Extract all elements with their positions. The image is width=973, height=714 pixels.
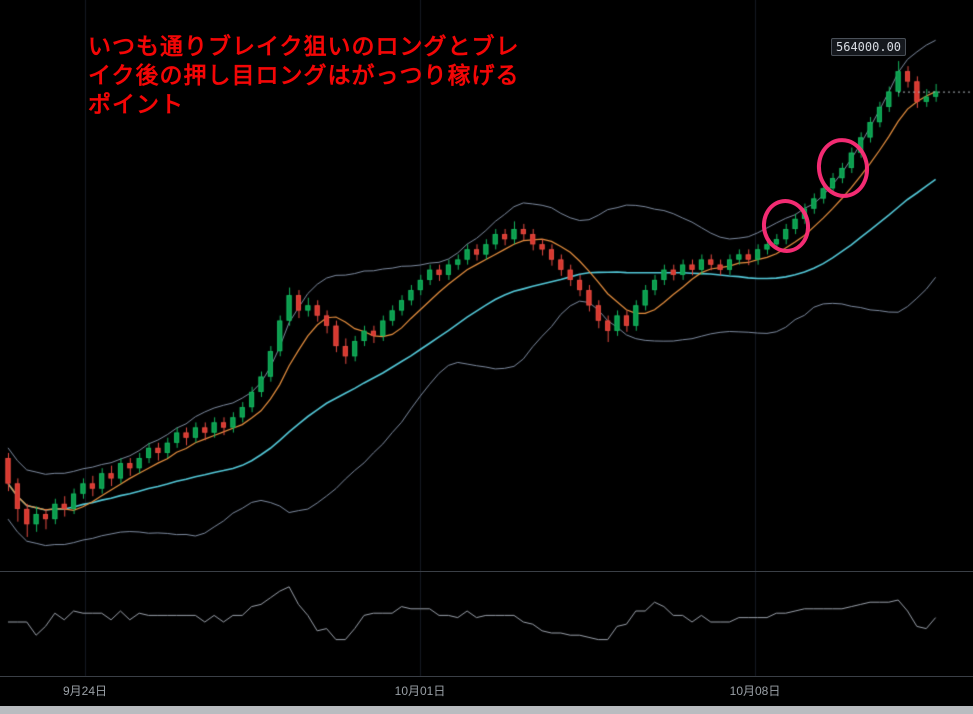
last-price-label: 564000.00 [831, 38, 907, 56]
annotation-text[interactable]: いつも通りブレイク狙いのロングとブレ イク後の押し目ロングはがっつり稼げる ポイ… [88, 32, 520, 119]
annotation-line-3: ポイント [88, 91, 184, 117]
pane-divider-indicator[interactable] [0, 676, 973, 677]
annotation-line-2: イク後の押し目ロングはがっつり稼げる [88, 62, 520, 88]
pane-divider-main[interactable] [0, 571, 973, 572]
x-axis-label-2: 10月01日 [394, 684, 446, 698]
x-axis-label-3: 10月08日 [729, 684, 781, 698]
annotation-line-1: いつも通りブレイク狙いのロングとブレ [88, 33, 520, 59]
x-axis-label-1: 9月24日 [62, 684, 108, 698]
horizontal-scrollbar[interactable] [0, 706, 973, 714]
